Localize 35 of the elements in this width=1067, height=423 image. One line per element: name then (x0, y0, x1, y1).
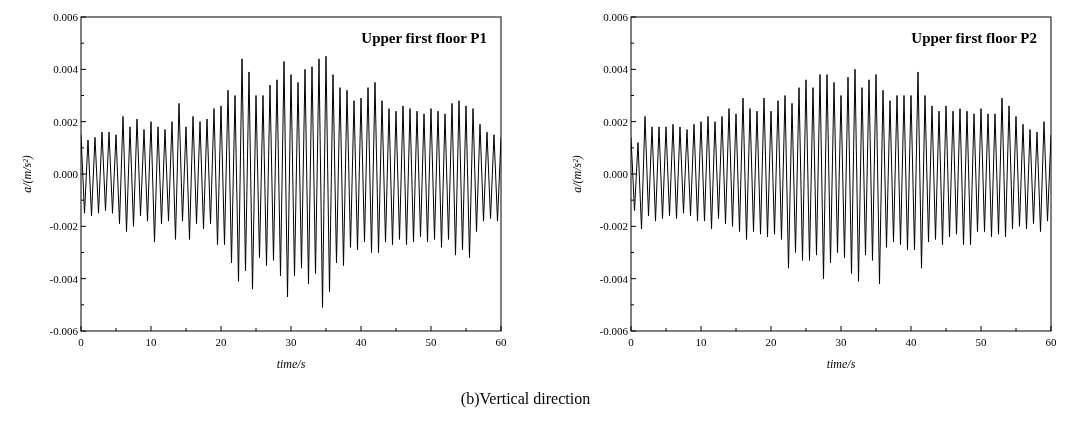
x-tick-label: 40 (905, 336, 917, 348)
x-tick-label: 60 (495, 336, 507, 348)
y-tick-label: 0.004 (53, 63, 79, 76)
x-tick-label: 20 (765, 336, 777, 348)
y-tick-label: 0.002 (53, 115, 78, 128)
y-tick-label: 0.000 (53, 168, 79, 180)
x-tick-label: 10 (695, 336, 707, 348)
y-tick-label: 0.004 (603, 63, 629, 76)
x-axis-title: time/s (276, 357, 306, 371)
x-tick-label: 40 (355, 336, 367, 348)
x-axis-title: time/s (826, 357, 856, 371)
x-tick-label: 30 (285, 336, 297, 348)
x-tick-label: 0 (78, 336, 85, 348)
text: Upper first floor P2 (911, 30, 1037, 46)
x-tick-label: 50 (425, 336, 437, 348)
y-tick-label: -0.006 (49, 325, 79, 337)
x-tick-label: 30 (835, 336, 847, 348)
y-tick-label: -0.002 (599, 220, 628, 233)
y-tick-label: -0.006 (599, 325, 629, 337)
x-tick-label: 60 (1045, 336, 1057, 348)
x-tick-label: 10 (145, 336, 157, 348)
text: Upper first floor P1 (361, 30, 487, 46)
y-axis-title: a/(m/s²) (570, 155, 584, 193)
x-tick-label: 0 (628, 336, 635, 348)
y-tick-label: 0.006 (53, 11, 79, 23)
y-tick-label: -0.004 (599, 272, 629, 285)
y-axis-title: a/(m/s²) (20, 155, 34, 193)
x-tick-label: 50 (975, 336, 987, 348)
y-tick-label: -0.004 (49, 272, 79, 285)
y-tick-label: 0.006 (603, 11, 629, 23)
y-tick-label: 0.002 (603, 115, 628, 128)
y-tick-label: 0.000 (603, 168, 629, 180)
y-tick-label: -0.002 (49, 220, 78, 233)
text: (b)Vertical direction (460, 390, 591, 408)
x-tick-label: 20 (215, 336, 227, 348)
